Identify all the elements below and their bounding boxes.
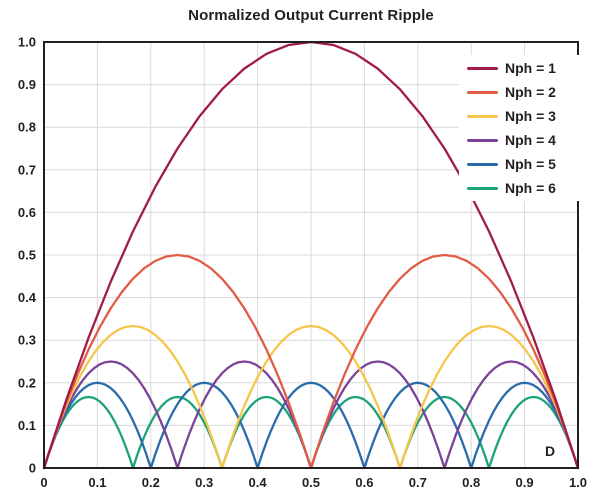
- y-tick-label: 0.5: [18, 248, 36, 263]
- legend-label: Nph = 3: [505, 108, 556, 124]
- legend-label: Nph = 2: [505, 84, 556, 100]
- y-tick-label: 0: [29, 461, 36, 476]
- x-tick-label: 0: [40, 475, 47, 490]
- legend-label: Nph = 5: [505, 156, 556, 172]
- y-tick-label: 0.8: [18, 120, 36, 135]
- y-tick-label: 0.3: [18, 333, 36, 348]
- chart-title: Normalized Output Current Ripple: [188, 7, 434, 24]
- x-tick-label: 0.2: [142, 475, 160, 490]
- legend-item: Nph = 5: [459, 152, 579, 176]
- chart-legend: Nph = 1 Nph = 2 Nph = 3 Nph = 4 Nph = 5 Nph =…: [459, 55, 579, 201]
- y-tick-label: 0.2: [18, 375, 36, 390]
- x-tick-label: 0.4: [249, 475, 268, 490]
- x-tick-label: 0.6: [355, 475, 373, 490]
- legend-item: Nph = 1: [459, 56, 579, 80]
- legend-item: Nph = 2: [459, 80, 579, 104]
- y-tick-label: 0.4: [18, 290, 37, 305]
- legend-color-line-icon: [467, 138, 498, 142]
- x-tick-label: 0.1: [88, 475, 106, 490]
- y-tick-label: 0.6: [18, 205, 36, 220]
- legend-item: Nph = 6: [459, 176, 579, 200]
- y-tick-label: 0.7: [18, 162, 36, 177]
- legend-color-line-icon: [467, 66, 498, 70]
- x-tick-label: 0.5: [302, 475, 320, 490]
- legend-label: Nph = 4: [505, 132, 556, 148]
- legend-color-line-icon: [467, 114, 498, 118]
- legend-label: Nph = 6: [505, 180, 556, 196]
- legend-color-line-icon: [467, 162, 498, 166]
- legend-color-line-icon: [467, 90, 498, 94]
- y-tick-label: 0.1: [18, 418, 36, 433]
- y-tick-label: 1.0: [18, 35, 36, 50]
- x-tick-label: 0.3: [195, 475, 213, 490]
- curve-nph=3: [42, 324, 580, 470]
- plot-border: [43, 41, 579, 469]
- legend-item: Nph = 4: [459, 128, 579, 152]
- x-tick-label: 1.0: [569, 475, 587, 490]
- legend-label: Nph = 1: [505, 60, 556, 76]
- x-tick-label: 0.9: [516, 475, 534, 490]
- y-tick-label: 0.9: [18, 77, 36, 92]
- x-tick-label: 0.7: [409, 475, 427, 490]
- x-axis-label: D: [544, 443, 556, 459]
- curve-nph=5: [42, 381, 580, 470]
- x-tick-label: 0.8: [462, 475, 480, 490]
- legend-item: Nph = 3: [459, 104, 579, 128]
- legend-color-line-icon: [467, 186, 498, 190]
